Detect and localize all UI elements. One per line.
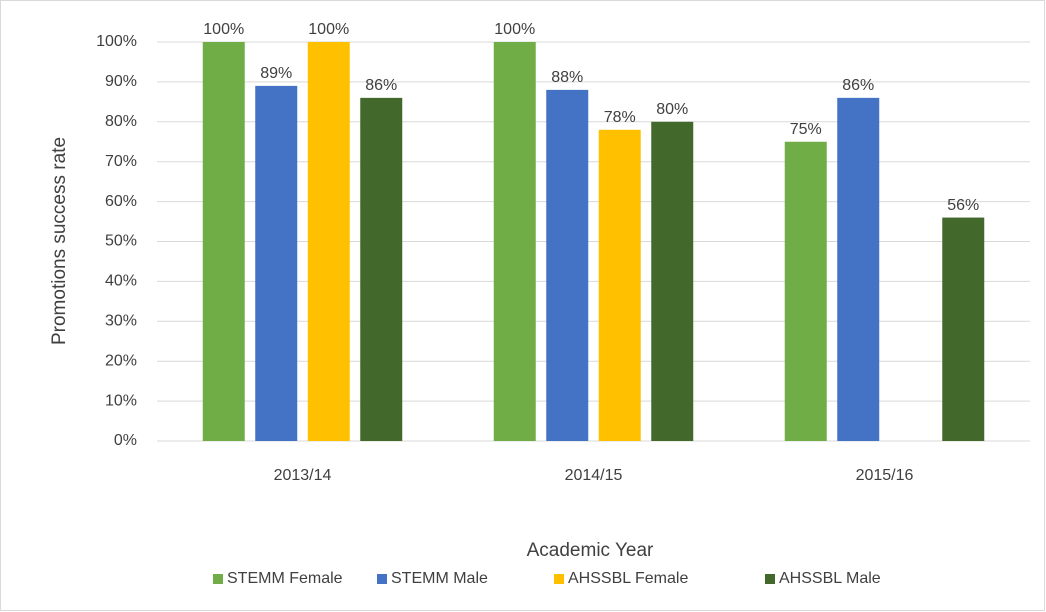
- y-tick-label: 10%: [105, 392, 137, 409]
- bar: [837, 97, 880, 442]
- bar: [651, 121, 694, 442]
- y-tick-label: 0%: [114, 432, 137, 449]
- legend-swatch: [213, 574, 223, 584]
- data-label: 89%: [260, 65, 292, 82]
- data-label: 80%: [656, 101, 688, 118]
- x-tick-label: 2013/14: [274, 467, 332, 484]
- data-label: 100%: [308, 21, 349, 38]
- y-tick-label: 40%: [105, 273, 137, 290]
- x-tick-label: 2014/15: [565, 467, 623, 484]
- bar: [307, 42, 350, 441]
- y-tick-label: 70%: [105, 153, 137, 170]
- y-tick-label: 60%: [105, 193, 137, 210]
- legend-label: AHSSBL Male: [779, 570, 881, 587]
- y-tick-label: 100%: [96, 33, 137, 50]
- bar: [598, 129, 641, 441]
- y-tick-label: 30%: [105, 313, 137, 330]
- data-label: 100%: [494, 21, 535, 38]
- data-label: 100%: [203, 21, 244, 38]
- bar: [546, 89, 589, 441]
- y-tick-label: 20%: [105, 352, 137, 369]
- x-axis-label: Academic Year: [527, 540, 654, 561]
- legend-swatch: [554, 574, 564, 584]
- bar: [360, 97, 403, 442]
- data-label: 86%: [842, 77, 874, 94]
- data-label: 86%: [365, 77, 397, 94]
- data-label: 56%: [947, 197, 979, 214]
- legend-label: AHSSBL Female: [568, 570, 688, 587]
- x-tick-label: 2015/16: [856, 467, 914, 484]
- data-label: 75%: [790, 121, 822, 138]
- bar: [255, 85, 298, 441]
- legend-label: STEMM Female: [227, 570, 343, 587]
- data-label: 88%: [551, 69, 583, 86]
- y-axis-label: Promotions success rate: [49, 137, 70, 345]
- y-tick-label: 50%: [105, 233, 137, 250]
- bar: [202, 42, 245, 441]
- legend-swatch: [765, 574, 775, 584]
- bar: [493, 42, 536, 441]
- legend-label: STEMM Male: [391, 570, 488, 587]
- bar: [942, 217, 985, 441]
- data-label: 78%: [604, 109, 636, 126]
- y-tick-label: 90%: [105, 73, 137, 90]
- bar: [784, 141, 827, 441]
- legend-swatch: [377, 574, 387, 584]
- y-tick-label: 80%: [105, 113, 137, 130]
